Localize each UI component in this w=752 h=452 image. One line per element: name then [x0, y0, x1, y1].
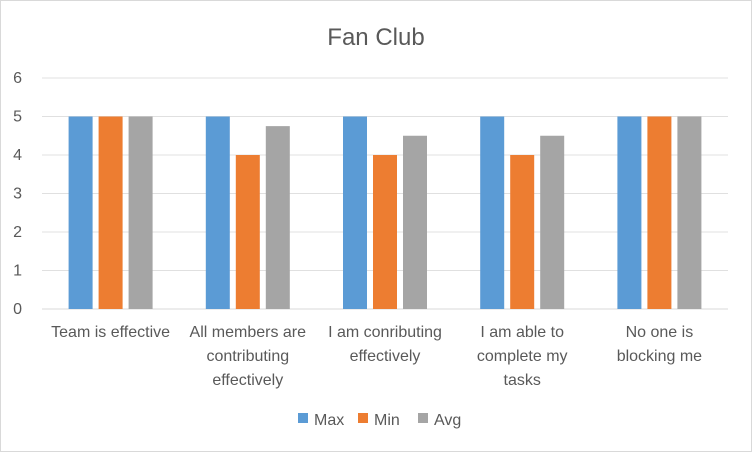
legend-swatch-max — [298, 413, 308, 423]
y-tick-label: 6 — [13, 70, 22, 87]
bar-avg — [540, 135, 565, 309]
legend-label-avg: Avg — [434, 412, 461, 429]
bar-max — [68, 116, 93, 309]
x-category-label: I am able to — [480, 324, 564, 341]
bar-max — [617, 116, 642, 309]
bar-min — [510, 155, 535, 309]
bar-max — [343, 116, 367, 309]
legend-label-min: Min — [374, 412, 400, 429]
y-tick-label: 2 — [13, 224, 22, 241]
chart-title: Fan Club — [327, 24, 424, 51]
legend-swatch-avg — [418, 413, 428, 423]
bar-max — [480, 116, 505, 309]
legend-label-max: Max — [314, 412, 344, 429]
bar-avg — [677, 116, 702, 309]
bar-avg — [128, 116, 153, 309]
legend-swatch-min — [358, 413, 368, 423]
x-category-label: tasks — [504, 372, 541, 389]
bar-min — [98, 116, 123, 309]
bar-min — [373, 155, 397, 309]
y-tick-label: 0 — [13, 301, 22, 318]
legend: Max Min Avg — [298, 412, 461, 429]
y-tick-label: 4 — [13, 147, 22, 164]
bar-avg — [265, 126, 290, 309]
y-tick-label: 5 — [13, 109, 22, 126]
x-category-label: No one is — [626, 324, 694, 341]
x-axis-labels: Team is effective All members are contribu… — [51, 324, 702, 389]
x-category-label: blocking me — [617, 348, 702, 365]
y-tick-label: 1 — [13, 263, 22, 280]
x-category-label: I am conributing — [328, 324, 442, 341]
bar-min — [647, 116, 672, 309]
bar-min — [235, 155, 260, 309]
x-category-label: complete my — [477, 348, 568, 365]
bars — [68, 116, 702, 309]
x-category-label: All members are — [190, 324, 307, 341]
y-tick-label: 3 — [13, 186, 22, 203]
bar-avg — [403, 135, 427, 309]
bar-max — [205, 116, 230, 309]
x-category-label: contributing — [206, 348, 289, 365]
x-category-label: effectively — [350, 348, 421, 365]
x-category-label: effectively — [212, 372, 283, 389]
x-category-label: Team is effective — [51, 324, 170, 341]
y-axis-ticks: 0 1 2 3 4 5 6 — [13, 70, 22, 318]
